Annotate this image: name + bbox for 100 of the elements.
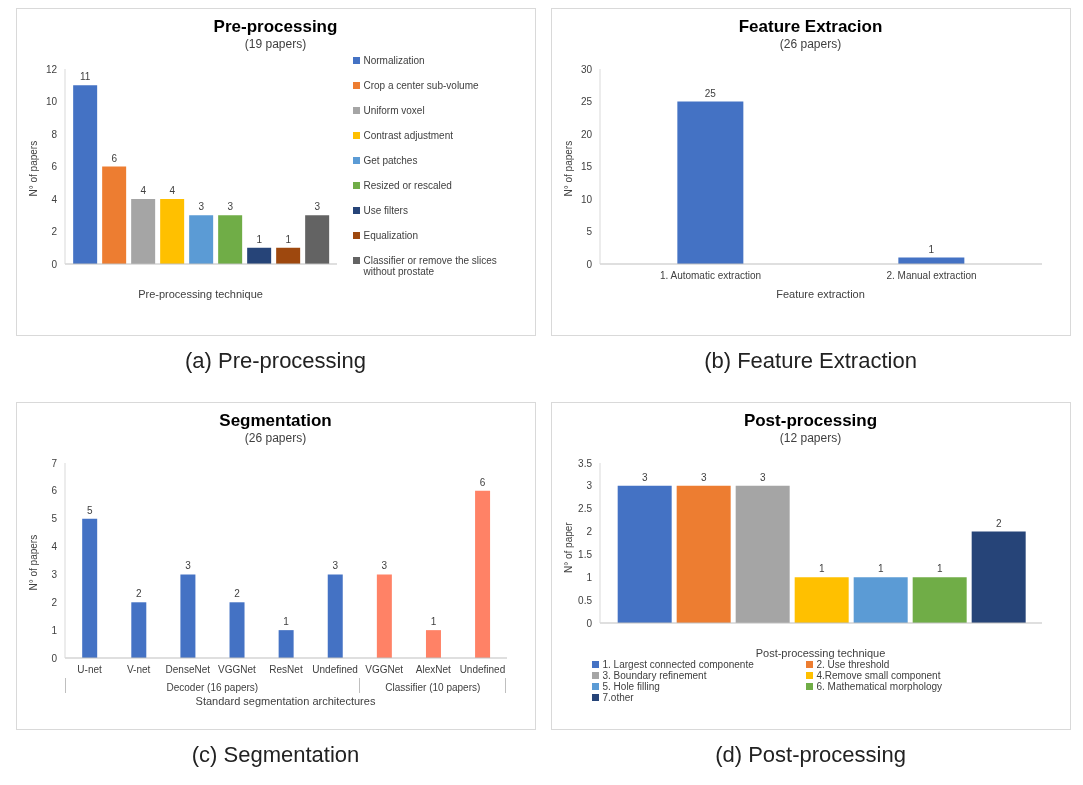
- chart-subtitle: (26 papers): [778, 37, 843, 51]
- y-tick-label: 10: [580, 193, 592, 205]
- bar: [304, 215, 329, 264]
- data-label: 3: [759, 471, 766, 483]
- bar: [853, 577, 908, 623]
- bar: [425, 630, 441, 658]
- x-tick-label: DenseNet: [165, 664, 210, 676]
- chart-title: Post-processing: [742, 411, 879, 431]
- data-label: 6: [479, 476, 486, 488]
- bar: [327, 574, 343, 658]
- bar: [179, 574, 195, 658]
- y-tick-label: 3: [50, 568, 57, 580]
- data-label: 1: [282, 616, 289, 628]
- y-tick-label: 2.5: [577, 503, 592, 515]
- bar: [159, 199, 184, 264]
- y-tick-label: 1.5: [577, 548, 592, 560]
- legend-label: Crop a center sub-volume: [363, 80, 479, 91]
- data-label: 3: [197, 201, 204, 213]
- data-label: 1: [284, 233, 291, 245]
- chart-subtitle: (19 papers): [243, 37, 308, 51]
- legend-label: 6. Mathematical morphology: [816, 681, 943, 692]
- x-tick-label: V-net: [126, 664, 151, 676]
- x-tick-label: ResNet: [268, 664, 303, 676]
- y-tick-label: 0: [585, 617, 592, 629]
- data-label: 3: [381, 560, 388, 572]
- data-label: 1: [877, 563, 884, 575]
- legend-label: Uniform voxel: [363, 105, 425, 116]
- text: (a) Pre-processing: [185, 348, 366, 374]
- x-axis-title: Feature extraction: [775, 288, 866, 300]
- y-tick-label: 20: [580, 128, 592, 140]
- chart-subtitle: (12 papers): [778, 431, 843, 445]
- data-label: 4: [139, 185, 146, 196]
- text: (b) Feature Extraction: [704, 348, 917, 374]
- legend-label: 4.Remove small component: [816, 670, 941, 681]
- y-tick-label: 6: [50, 485, 57, 497]
- data-label: 3: [641, 471, 648, 483]
- chart-title: Segmentation: [218, 411, 333, 431]
- legend-label: 1. Largest connected componente: [602, 659, 754, 670]
- y-tick-label: 6: [50, 161, 57, 173]
- bar: [376, 574, 392, 658]
- text: Decoder (16 papers): [64, 678, 360, 693]
- y-tick-label: 4: [50, 193, 57, 205]
- text: (c) Segmentation: [191, 742, 360, 768]
- data-label: 11: [79, 71, 91, 83]
- bar: [676, 485, 731, 623]
- data-label: 3: [226, 201, 233, 213]
- y-tick-label: 10: [45, 96, 57, 108]
- chart-title: Pre-processing: [212, 17, 339, 37]
- data-label: 3: [184, 560, 191, 572]
- y-tick-label: 8: [50, 128, 57, 140]
- text: (d) Post-processing: [715, 742, 906, 768]
- y-tick-label: 30: [580, 63, 592, 75]
- y-tick-label: 12: [45, 63, 57, 75]
- data-label: 3: [700, 471, 707, 483]
- data-label: 2: [233, 588, 240, 600]
- y-tick-label: 0: [50, 652, 57, 664]
- data-label: 25: [704, 87, 716, 99]
- y-tick-label: 1: [585, 571, 592, 583]
- chart-subtitle: (26 papers): [243, 431, 308, 445]
- chart-title: Feature Extracion: [737, 17, 884, 37]
- legend-label: Equalization: [363, 230, 418, 241]
- data-label: 3: [331, 560, 338, 572]
- y-tick-label: 2: [50, 596, 57, 608]
- x-tick-label: VGGNet: [217, 664, 256, 676]
- y-tick-label: 3: [585, 480, 592, 492]
- x-tick-label: U-net: [76, 664, 102, 676]
- legend-label: 3. Boundary refinement: [602, 670, 707, 681]
- bar: [912, 577, 967, 623]
- bar: [971, 531, 1026, 623]
- bar: [217, 215, 242, 264]
- data-label: 2: [995, 517, 1002, 529]
- y-tick-label: 15: [580, 161, 592, 173]
- y-axis-title: N° of papers: [27, 140, 39, 197]
- bar: [229, 602, 245, 658]
- bar: [72, 85, 97, 264]
- legend-label: 7.other: [602, 692, 634, 703]
- bar: [794, 577, 849, 623]
- y-tick-label: 7: [50, 457, 57, 469]
- y-tick-label: 5: [50, 513, 57, 525]
- bar: [130, 199, 155, 264]
- y-tick-label: 2: [50, 226, 57, 238]
- bar: [735, 485, 790, 623]
- data-label: 1: [818, 563, 825, 575]
- y-axis-title: N° of papers: [27, 534, 39, 591]
- data-label: 1: [430, 616, 437, 628]
- bar: [101, 166, 126, 264]
- y-tick-label: 3.5: [577, 457, 592, 469]
- data-label: 4: [168, 185, 175, 196]
- legend-label: 5. Hole filling: [602, 681, 660, 692]
- y-tick-label: 5: [585, 226, 592, 238]
- data-label: 1: [928, 243, 935, 255]
- legend-label: Resized or rescaled: [363, 180, 452, 191]
- data-label: 3: [313, 201, 320, 213]
- y-tick-label: 25: [580, 96, 592, 108]
- y-tick-label: 0: [50, 258, 57, 270]
- data-label: 5: [86, 504, 93, 516]
- bar: [275, 247, 300, 264]
- x-tick-label: VGGNet: [364, 664, 403, 676]
- y-tick-label: 1: [50, 624, 57, 636]
- x-tick-label: 2. Manual extraction: [885, 270, 977, 282]
